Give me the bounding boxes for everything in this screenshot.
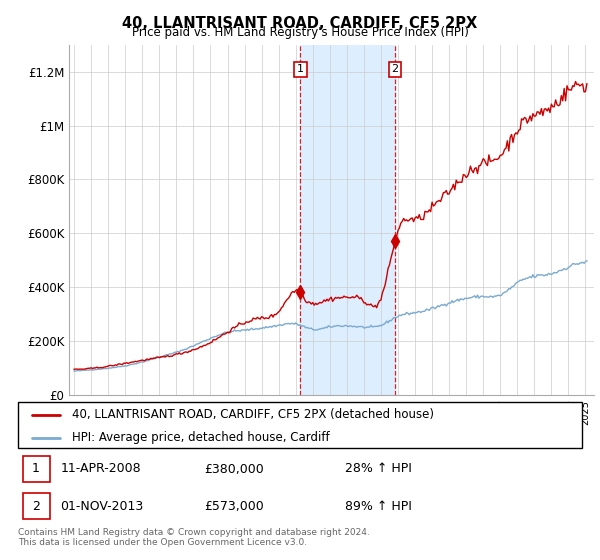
Text: 11-APR-2008: 11-APR-2008 [60, 463, 141, 475]
Text: Price paid vs. HM Land Registry's House Price Index (HPI): Price paid vs. HM Land Registry's House … [131, 26, 469, 39]
Bar [301, 45, 395, 395]
Text: 40, LLANTRISANT ROAD, CARDIFF, CF5 2PX (detached house): 40, LLANTRISANT ROAD, CARDIFF, CF5 2PX (… [71, 408, 434, 422]
Text: 1: 1 [32, 463, 40, 475]
Text: £380,000: £380,000 [204, 463, 264, 475]
Text: Contains HM Land Registry data © Crown copyright and database right 2024.
This d: Contains HM Land Registry data © Crown c… [18, 528, 370, 547]
Text: 01-NOV-2013: 01-NOV-2013 [60, 500, 143, 512]
Text: 2: 2 [392, 64, 398, 74]
Text: 40, LLANTRISANT ROAD, CARDIFF, CF5 2PX: 40, LLANTRISANT ROAD, CARDIFF, CF5 2PX [122, 16, 478, 31]
Text: £573,000: £573,000 [204, 500, 264, 512]
Text: 89% ↑ HPI: 89% ↑ HPI [345, 500, 412, 512]
Text: 2: 2 [32, 500, 40, 512]
Text: 1: 1 [297, 64, 304, 74]
FancyBboxPatch shape [23, 493, 50, 520]
Text: 28% ↑ HPI: 28% ↑ HPI [345, 463, 412, 475]
FancyBboxPatch shape [23, 456, 50, 482]
Text: HPI: Average price, detached house, Cardiff: HPI: Average price, detached house, Card… [71, 431, 329, 445]
